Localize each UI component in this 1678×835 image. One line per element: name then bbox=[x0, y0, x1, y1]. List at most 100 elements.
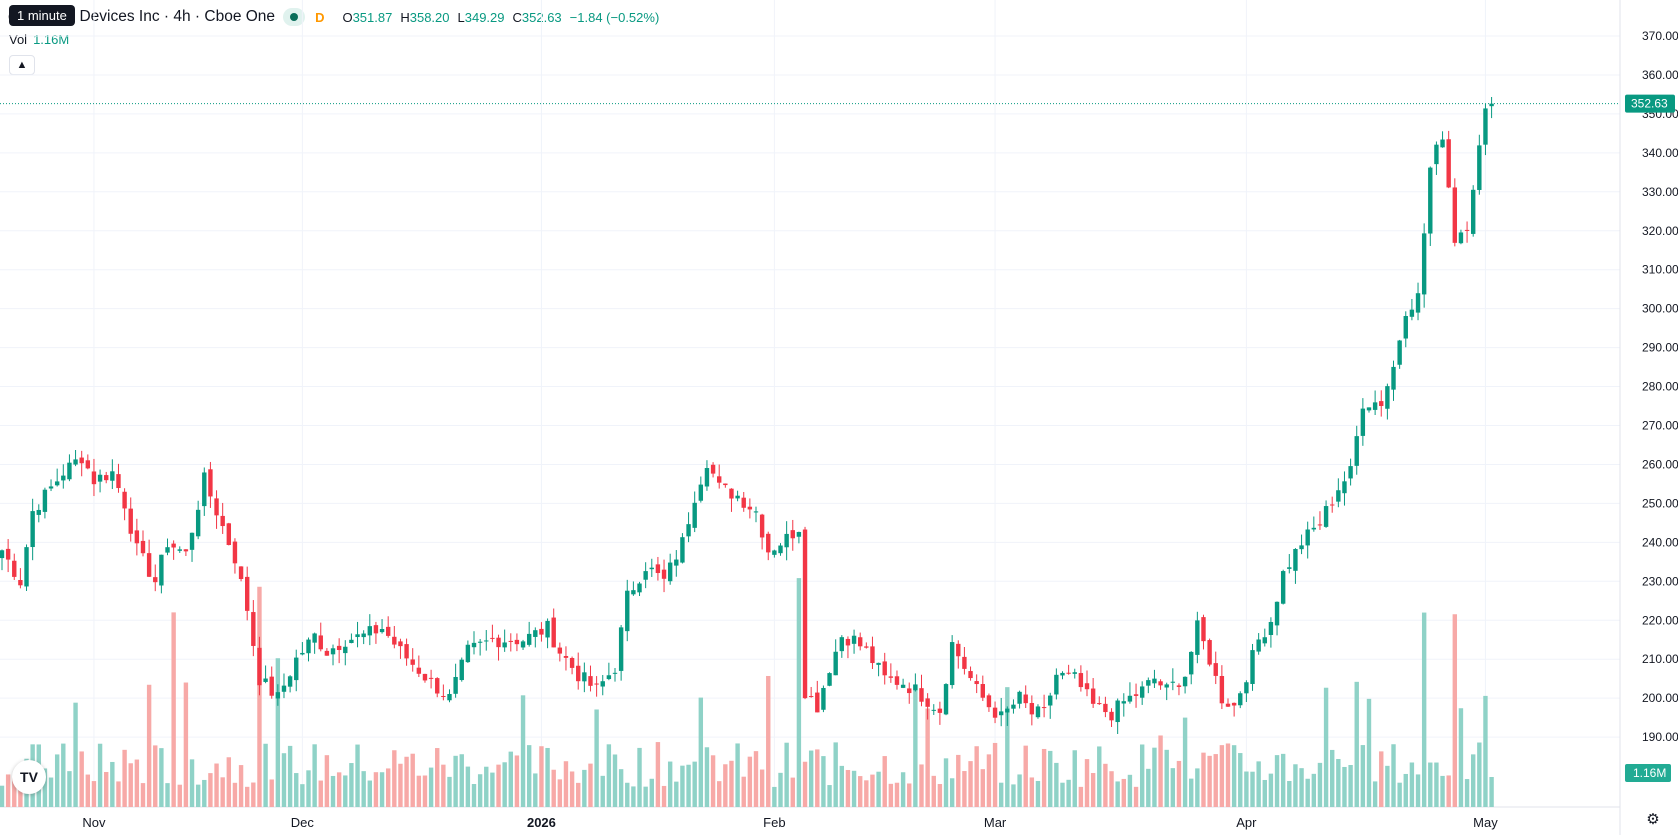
volume-bar bbox=[159, 748, 164, 807]
candle-body bbox=[545, 620, 550, 638]
volume-bar bbox=[318, 780, 323, 807]
volume-bar bbox=[392, 750, 397, 807]
volume-bar bbox=[1158, 735, 1163, 807]
volume-bar bbox=[1041, 748, 1047, 807]
volume-bar bbox=[1231, 745, 1237, 807]
volume-bar bbox=[1268, 773, 1274, 807]
volume-bar bbox=[1189, 778, 1194, 807]
candle-body bbox=[907, 688, 912, 694]
candle-body bbox=[1428, 167, 1433, 234]
volume-bar bbox=[545, 747, 550, 807]
volume-bar bbox=[796, 578, 802, 807]
candle-body bbox=[1146, 680, 1151, 686]
time-tick-label: May bbox=[1473, 815, 1498, 830]
candle-body bbox=[1182, 676, 1188, 687]
candle-body bbox=[1403, 316, 1408, 339]
candle-body bbox=[336, 645, 342, 651]
candle-body bbox=[251, 612, 256, 646]
candle-body bbox=[980, 684, 985, 698]
candle-body bbox=[1440, 139, 1445, 148]
volume-bar bbox=[1446, 775, 1451, 807]
volume-bar bbox=[85, 774, 91, 807]
volume-bar bbox=[710, 755, 716, 807]
candle-body bbox=[882, 661, 887, 676]
candle-body bbox=[1195, 620, 1200, 655]
volume-bar bbox=[649, 778, 654, 807]
price-tick-label: 370.00 bbox=[1642, 29, 1678, 43]
candle-body bbox=[998, 711, 1004, 716]
price-tick-label: 250.00 bbox=[1642, 496, 1678, 510]
data-type-badge[interactable]: D bbox=[315, 9, 325, 25]
candle-body bbox=[226, 523, 232, 545]
volume-bar bbox=[134, 759, 140, 807]
volume-bar bbox=[631, 786, 636, 807]
volume-bar bbox=[324, 755, 330, 807]
candle-body bbox=[159, 554, 164, 586]
volume-bar bbox=[864, 780, 869, 807]
tradingview-logo[interactable]: TV bbox=[12, 760, 46, 794]
candle-body bbox=[1458, 232, 1464, 244]
volume-bar bbox=[484, 766, 489, 807]
candle-body bbox=[73, 459, 78, 465]
volume-bar bbox=[1330, 749, 1335, 807]
volume-bar bbox=[61, 743, 66, 807]
candle-body bbox=[116, 474, 121, 489]
market-status-icon[interactable] bbox=[283, 8, 306, 26]
candle-body bbox=[1305, 529, 1310, 546]
price-tick-label: 270.00 bbox=[1642, 419, 1678, 433]
volume-bar bbox=[245, 786, 250, 807]
gear-icon[interactable]: ⚙ bbox=[1646, 811, 1660, 828]
volume-bar bbox=[520, 695, 526, 807]
candle-body bbox=[1299, 545, 1304, 550]
volume-bar bbox=[692, 761, 697, 807]
volume-bar bbox=[729, 760, 734, 807]
volume-bar bbox=[42, 768, 48, 807]
candle-body bbox=[79, 457, 84, 464]
volume-bar bbox=[1293, 764, 1298, 807]
candle-body bbox=[1336, 490, 1341, 502]
candle-body bbox=[1471, 189, 1476, 234]
volume-bar bbox=[919, 764, 924, 807]
candle-body bbox=[1152, 678, 1157, 684]
volume-bar bbox=[1097, 746, 1102, 807]
candle-body bbox=[808, 696, 814, 698]
price-tick-label: 310.00 bbox=[1642, 263, 1678, 277]
volume-bar bbox=[986, 754, 992, 807]
candle-body bbox=[1097, 703, 1102, 705]
candle-body bbox=[790, 530, 795, 539]
candle-body bbox=[1023, 694, 1028, 704]
volume-bar bbox=[232, 782, 238, 807]
candle-body bbox=[1029, 702, 1035, 715]
volume-bar bbox=[91, 781, 97, 807]
volume-bar bbox=[845, 769, 851, 807]
candle-body bbox=[245, 576, 250, 611]
candle-body bbox=[67, 462, 72, 480]
volume-bar bbox=[459, 754, 464, 807]
volume-bar bbox=[208, 773, 213, 807]
candle-body bbox=[97, 474, 103, 482]
volume-bar bbox=[1421, 612, 1427, 807]
volume-bar bbox=[1477, 742, 1482, 807]
candle-body bbox=[637, 583, 642, 593]
volume-bar bbox=[257, 586, 262, 807]
volume-bar bbox=[900, 772, 906, 807]
candle-body bbox=[1213, 663, 1218, 676]
candle-body bbox=[943, 684, 949, 715]
volume-bar bbox=[1428, 762, 1433, 807]
ohlc-open: O351.87 bbox=[342, 9, 393, 25]
candle-body bbox=[1127, 695, 1133, 702]
volume-bar bbox=[790, 777, 795, 807]
candle-body bbox=[821, 687, 826, 710]
volume-bar bbox=[680, 765, 685, 807]
volume-bar bbox=[349, 763, 354, 807]
volume-bar bbox=[606, 744, 612, 807]
volume-bar bbox=[385, 768, 391, 807]
volume-bar bbox=[275, 658, 281, 807]
candle-body bbox=[1189, 651, 1194, 675]
candle-body bbox=[1054, 674, 1059, 695]
candle-body bbox=[1078, 673, 1084, 688]
volume-bar bbox=[968, 761, 973, 807]
time-tick-label: Feb bbox=[763, 815, 785, 830]
volume-bar bbox=[1458, 708, 1464, 807]
